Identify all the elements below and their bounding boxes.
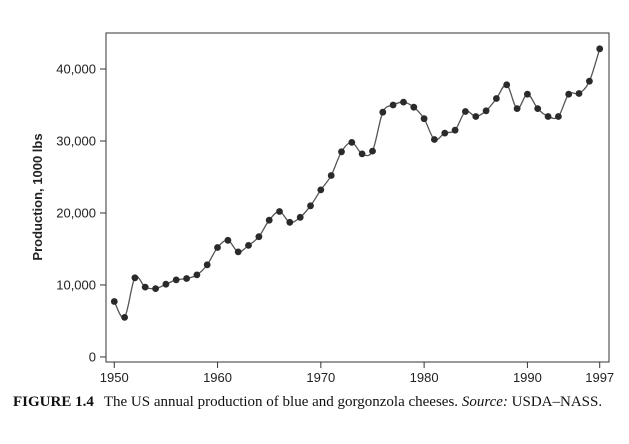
data-point (162, 280, 170, 288)
y-tick-label: 40,000 (56, 61, 96, 76)
plot-frame (105, 32, 610, 363)
data-point (369, 147, 376, 155)
data-point (555, 113, 562, 120)
data-point (482, 107, 490, 115)
x-tick-label: 1980 (410, 370, 439, 385)
data-point (503, 81, 511, 89)
data-point (172, 276, 180, 284)
figure-label: FIGURE 1.4 (13, 394, 94, 410)
caption-text: The US annual production of blue and gor… (103, 394, 462, 410)
data-point (255, 233, 263, 241)
data-point (307, 202, 314, 210)
data-point (410, 103, 418, 111)
x-tick-label: 1990 (513, 370, 542, 385)
data-point (224, 236, 232, 244)
data-point (276, 208, 283, 215)
data-point (193, 271, 201, 279)
x-tick-label: 1960 (203, 370, 232, 385)
data-point (596, 45, 604, 53)
data-point (265, 216, 273, 224)
data-point (214, 244, 221, 251)
data-point (317, 186, 325, 194)
data-point (379, 108, 387, 116)
y-tick-label: 30,000 (56, 133, 96, 148)
data-point (245, 242, 252, 249)
data-point (544, 113, 552, 120)
data-point (203, 261, 211, 269)
data-point (493, 95, 500, 102)
figure-caption: FIGURE 1.4 The US annual production of bl… (13, 393, 618, 412)
data-point (183, 275, 191, 282)
data-point (400, 98, 407, 106)
data-point (420, 115, 428, 123)
data-point (296, 213, 304, 221)
x-axis: 1950 1960 1970 1980 1990 1997 (100, 362, 614, 385)
data-point (131, 274, 139, 282)
y-axis: 0 10,000 20,000 30,000 40,000 (56, 61, 106, 364)
data-point (327, 172, 335, 179)
data-point (451, 126, 459, 134)
data-point (286, 218, 294, 226)
x-tick-label: 1997 (585, 370, 614, 385)
data-point (524, 90, 531, 98)
source-text: USDA–NASS. (507, 394, 603, 410)
x-tick-label: 1950 (100, 370, 129, 385)
data-point (462, 108, 469, 115)
data-point (121, 314, 128, 321)
x-tick-label: 1970 (306, 370, 335, 385)
data-point (338, 148, 345, 156)
data-point (441, 129, 449, 137)
data-point (431, 136, 438, 143)
data-point (348, 139, 356, 146)
data-point (141, 283, 149, 291)
y-tick-label: 20,000 (56, 205, 96, 220)
data-point (472, 113, 480, 120)
data-point (513, 105, 521, 112)
data-points (110, 45, 604, 321)
data-point (152, 285, 160, 292)
data-point (534, 105, 542, 112)
source-label: Source: (461, 394, 508, 410)
data-point (575, 90, 583, 97)
y-tick-label: 0 (89, 349, 96, 364)
data-point (234, 248, 242, 256)
data-point (565, 90, 573, 98)
data-point (586, 77, 593, 85)
y-axis-title: Production, 1000 lbs (30, 133, 45, 260)
data-point (358, 150, 366, 158)
data-point (389, 101, 397, 109)
data-point (110, 298, 118, 305)
y-tick-label: 10,000 (56, 277, 96, 292)
